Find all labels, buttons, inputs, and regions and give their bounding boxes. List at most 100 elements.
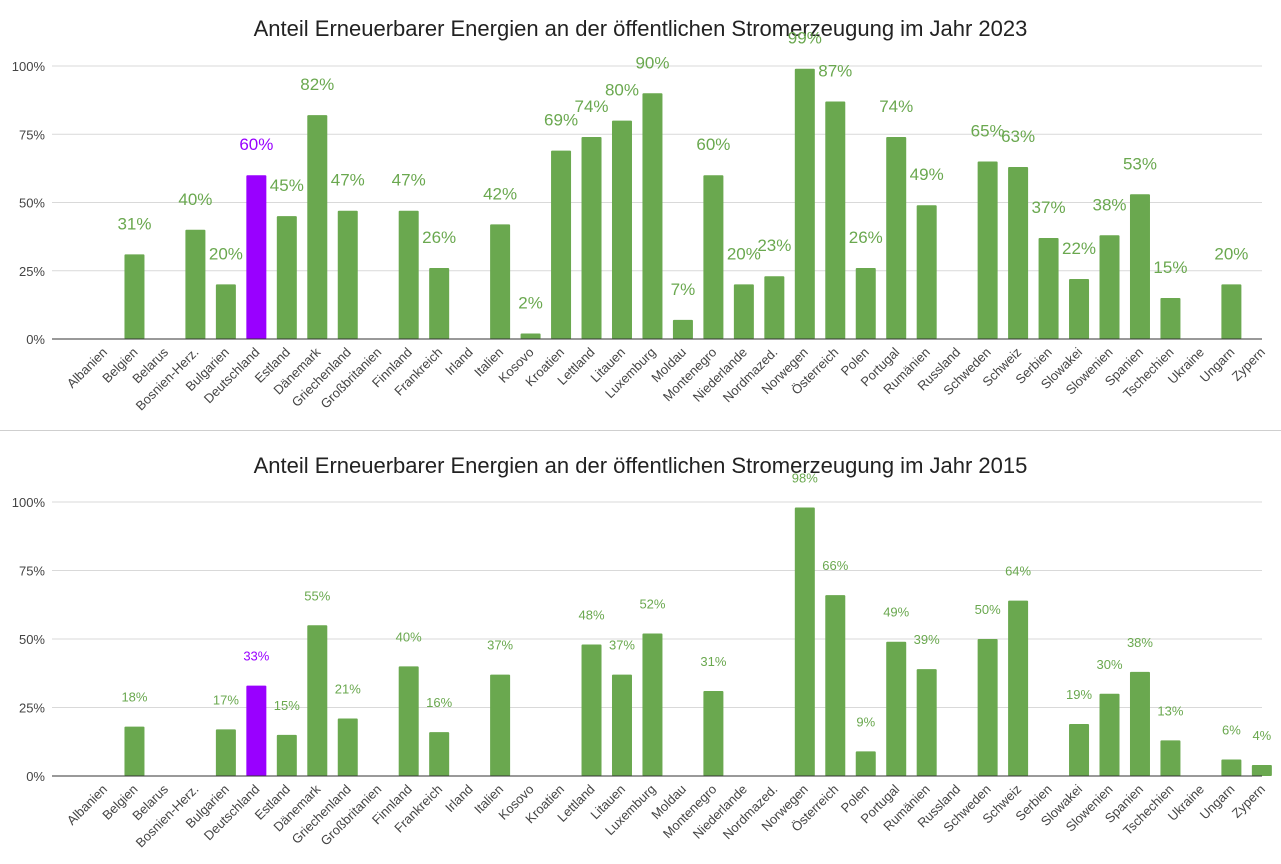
bar (1160, 298, 1181, 339)
bar (398, 210, 419, 339)
data-label: 16% (426, 695, 452, 710)
bar (855, 268, 876, 339)
chart-title: Anteil Erneuerbarer Energien an der öffe… (253, 16, 1028, 41)
bar (703, 175, 724, 339)
bar (977, 639, 998, 776)
bar (611, 674, 632, 776)
data-label: 80% (605, 81, 639, 100)
data-label: 47% (331, 171, 365, 190)
bar (520, 333, 541, 339)
y-tick-label: 25% (19, 264, 45, 279)
y-tick-label: 100% (12, 59, 46, 74)
bar (337, 718, 358, 776)
data-label: 40% (396, 629, 422, 644)
data-label: 87% (818, 61, 852, 80)
bar (551, 150, 572, 339)
bar (672, 319, 693, 339)
data-label: 64% (1005, 564, 1031, 579)
bar (276, 216, 297, 339)
y-tick-label: 75% (19, 564, 45, 579)
data-label: 39% (914, 632, 940, 647)
data-label: 45% (270, 176, 304, 195)
bar (1099, 693, 1120, 776)
data-label: 74% (575, 97, 609, 116)
bar (611, 120, 632, 339)
category-label: Albanien (64, 782, 110, 828)
data-label: 55% (304, 588, 330, 603)
category-label: Irland (442, 345, 476, 379)
chart-2015: Anteil Erneuerbarer Energien an der öffe… (0, 432, 1281, 864)
bar (1038, 237, 1059, 339)
data-label: 26% (422, 228, 456, 247)
data-label: 20% (209, 244, 243, 263)
data-label: 42% (483, 184, 517, 203)
data-label: 49% (910, 165, 944, 184)
chart-plot: 0%25%50%75%100%Albanien18%BelgienBelarus… (12, 470, 1272, 850)
data-label: 90% (635, 53, 669, 72)
bar (733, 284, 754, 339)
data-label: 30% (1096, 657, 1122, 672)
bar (916, 205, 937, 339)
bar (1129, 194, 1150, 339)
bar (1008, 167, 1029, 339)
bar (1069, 278, 1090, 339)
bar (124, 726, 145, 776)
data-label: 38% (1092, 195, 1126, 214)
data-label: 20% (727, 244, 761, 263)
bar (977, 161, 998, 339)
data-label: 99% (788, 29, 822, 48)
data-label: 13% (1157, 703, 1183, 718)
bar (916, 669, 937, 776)
bar (490, 674, 511, 776)
bar (855, 751, 876, 776)
data-label: 37% (609, 638, 635, 653)
bar (886, 136, 907, 339)
data-label: 52% (639, 597, 665, 612)
bar (215, 284, 236, 339)
data-label: 22% (1062, 239, 1096, 258)
bar (1069, 723, 1090, 776)
y-tick-label: 0% (26, 769, 45, 784)
bar (429, 732, 450, 776)
bar (1221, 759, 1242, 776)
bar (642, 93, 663, 339)
category-label: Irland (442, 782, 476, 816)
data-label: 17% (213, 692, 239, 707)
data-label: 37% (487, 638, 513, 653)
bar (642, 633, 663, 776)
bar (1160, 740, 1181, 776)
bar (307, 625, 328, 776)
y-tick-label: 75% (19, 127, 45, 142)
data-label: 33% (243, 649, 269, 664)
data-label: 7% (671, 280, 696, 299)
bar (398, 666, 419, 776)
bar (581, 644, 602, 776)
data-label: 37% (1032, 198, 1066, 217)
data-label: 18% (121, 690, 147, 705)
bar (825, 595, 846, 776)
data-label: 69% (544, 111, 578, 130)
data-label: 74% (879, 97, 913, 116)
data-label: 60% (696, 135, 730, 154)
data-label: 31% (117, 214, 151, 233)
data-label: 21% (335, 681, 361, 696)
bar (307, 115, 328, 339)
data-label: 19% (1066, 687, 1092, 702)
chart-title: Anteil Erneuerbarer Energien an der öffe… (253, 453, 1028, 478)
category-label: Zypern (1229, 782, 1268, 821)
chart-2023: Anteil Erneuerbarer Energien an der öffe… (0, 0, 1281, 430)
y-tick-label: 25% (19, 701, 45, 716)
data-label: 31% (700, 654, 726, 669)
data-label: 6% (1222, 723, 1241, 738)
y-tick-label: 50% (19, 196, 45, 211)
bar (794, 68, 815, 339)
bar (581, 136, 602, 339)
divider (0, 430, 1281, 431)
data-label: 66% (822, 558, 848, 573)
data-label: 2% (518, 294, 543, 313)
data-label: 9% (856, 714, 875, 729)
y-tick-label: 50% (19, 632, 45, 647)
bar (429, 268, 450, 339)
bar (1129, 671, 1150, 776)
bar (215, 729, 236, 776)
